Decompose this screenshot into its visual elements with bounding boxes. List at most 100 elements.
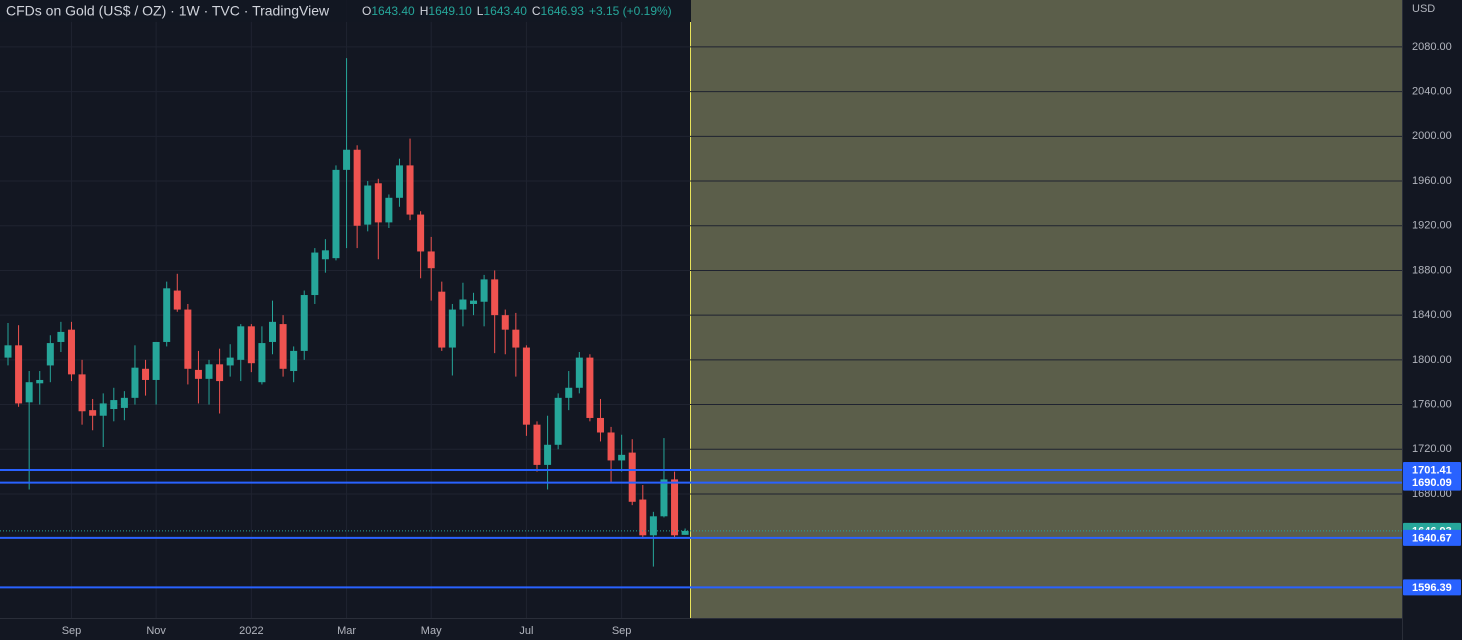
candle-body [374,183,382,223]
y-tick-label: 2080.00 [1412,41,1452,53]
candle-body [110,400,118,410]
x-tick-label: May [421,625,442,637]
candle-body [565,387,573,398]
candle-body [395,165,403,198]
candle-body [417,214,425,252]
candle-body [15,345,23,404]
candle-body [120,397,128,408]
ohlc-value: 1643.40 [371,4,415,18]
candle-body [300,295,308,351]
candle-body [491,279,499,316]
candle-body [184,309,192,369]
candle-body [131,367,139,398]
price-tag-label: 1596.39 [1412,582,1452,594]
candle-body [448,309,456,348]
price-tag [1403,462,1461,479]
price-tag-label: 1701.41 [1412,464,1452,476]
candle-body [522,347,530,425]
candle-body [533,424,541,465]
candle-body [290,350,298,372]
candle-body [385,197,393,223]
candle-body [36,379,44,384]
price-tag-label: 1640.67 [1412,532,1452,544]
ohlc-value: 1646.93 [541,4,585,18]
change: +3.15 (+0.19%) [589,4,672,18]
price-tag [1403,474,1461,491]
candle-body [586,357,594,418]
candle-body [501,315,509,330]
y-tick-label: 1680.00 [1412,488,1452,500]
candle-body [649,516,657,536]
candle-body [544,444,552,465]
price-tag [1403,579,1461,596]
x-tick-label: Nov [146,625,166,637]
candle-body [194,369,202,379]
grid [0,0,1402,618]
ohlc-legend: O1643.40 H1649.10 L1643.40 C1646.93 +3.15 (+… [362,4,672,18]
candle-body [226,357,234,366]
y-tick-label: 1720.00 [1412,443,1452,455]
candle-body [353,149,361,226]
candle-body [142,368,150,380]
candle-body [628,452,636,502]
candle-body [618,454,626,461]
y-tick-label: 1800.00 [1412,354,1452,366]
candle-body [163,288,171,342]
x-tick-label: Jul [519,625,533,637]
candle-body [607,432,615,461]
candle-body [554,397,562,445]
candle-body [470,300,478,304]
candle-body [480,279,488,302]
candle-body [681,530,689,535]
y-tick-label: 1960.00 [1412,175,1452,187]
y-tick-label: 1840.00 [1412,309,1452,321]
candle-body [459,299,467,310]
ohlc-key: H [420,4,429,18]
overlay: 1680.00 1720.00 1760.00 1800.00 1840.00 1880.… [0,41,1461,637]
ohlc-key: O [362,4,371,18]
header-bg [0,0,690,22]
y-tick-label: 1920.00 [1412,220,1452,232]
candle-body [660,479,668,517]
candle-body [512,329,520,348]
candle-body [78,374,86,412]
candle-body [152,341,160,380]
candle-body [438,291,446,348]
candle-body [321,250,329,260]
candle-body [46,343,54,366]
candle-body [258,343,266,383]
candle-body [205,364,213,379]
candle-body [343,149,351,170]
currency-label: USD [1412,3,1435,15]
ohlc-value: 1643.40 [483,4,527,18]
price-tag [1403,529,1461,546]
x-tick-label: Sep [612,625,632,637]
candle-body [4,345,12,358]
price-tag-label: 1690.09 [1412,477,1452,489]
candle-body [279,324,287,369]
candle-body [237,326,245,360]
candle-body [406,165,414,215]
candle-body [216,364,224,382]
candle-body [364,185,372,225]
y-tick-label: 1880.00 [1412,264,1452,276]
candle-body [427,251,435,269]
ohlc-key: L [477,4,484,18]
shaded-region [691,0,1402,618]
candle-body [332,169,340,259]
candle-body [311,252,319,296]
candles [4,58,689,567]
candle-body [89,410,97,416]
y-tick-label: 1760.00 [1412,398,1452,410]
candle-body [57,331,65,342]
y-tick-label: 2000.00 [1412,130,1452,142]
candle-body [67,329,75,375]
y-tick-label: 2040.00 [1412,86,1452,98]
candle-body [596,417,604,433]
candle-body [575,357,583,388]
chart-title: CFDs on Gold (US$ / OZ) · 1W · TVC · Tra… [6,3,330,19]
x-tick-label: Mar [337,625,356,637]
x-tick-label: 2022 [239,625,263,637]
candle-body [269,321,276,342]
